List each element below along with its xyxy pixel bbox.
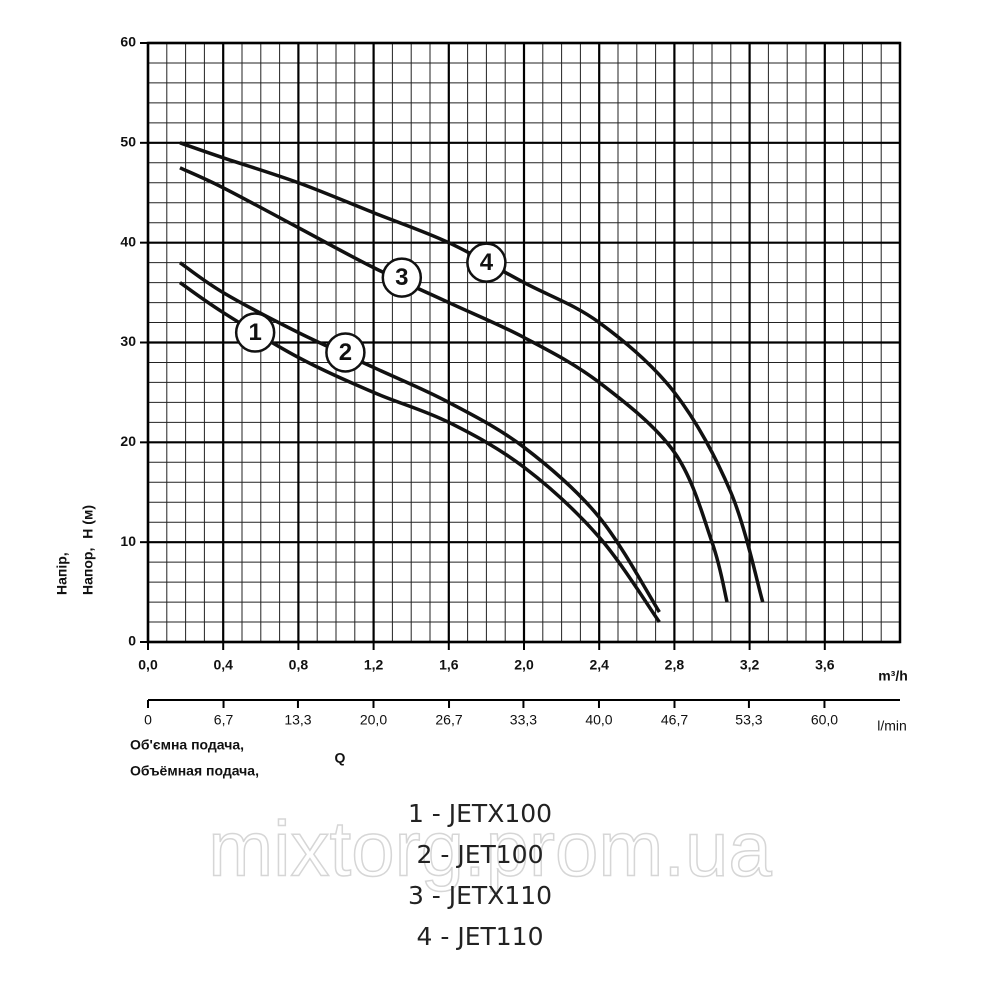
curve-label: 1 — [248, 319, 261, 346]
curve-label: 2 — [339, 339, 352, 366]
y-tick-label: 20 — [120, 433, 136, 449]
curve-label: 3 — [395, 264, 408, 291]
curve-label-circle — [381, 257, 423, 298]
watermark: mixtorg.prom.ua — [208, 805, 772, 893]
x-tick-label: 3,6 — [815, 657, 835, 673]
x-tick-label: 0,4 — [213, 657, 233, 673]
y-tick-label: 50 — [120, 134, 136, 150]
legend-entry: 3 - JETX110 — [408, 881, 552, 910]
y-tick-label: 30 — [120, 333, 136, 349]
y-title: Напір, — [54, 552, 70, 595]
x2-axis-label: l/min — [877, 718, 907, 734]
plot-frame — [146, 41, 902, 644]
pump-curve — [179, 141, 765, 603]
curve-label-circle — [234, 312, 276, 353]
y-tick-label: 10 — [120, 533, 136, 549]
x-tick-label: 2,4 — [589, 657, 609, 673]
x-tick-label: 1,6 — [439, 657, 459, 673]
x2-tick-label: 0 — [144, 712, 152, 728]
x2-tick-label: 40,0 — [585, 712, 612, 728]
x-tick-label: 2,0 — [514, 657, 534, 673]
x2-tick-label: 46,7 — [661, 712, 688, 728]
x-tick-label: 0,8 — [289, 657, 309, 673]
y-tick-label: 60 — [120, 34, 136, 50]
y-title: Напор, — [80, 548, 96, 595]
x-tick-label: 2,8 — [665, 657, 685, 673]
pump-curve — [179, 166, 729, 603]
x-tick-label: 1,2 — [364, 657, 384, 673]
x-title: Объёмная подача, — [130, 763, 259, 779]
x-title: Об'ємна подача, — [130, 737, 244, 753]
x-tick-label: 0,0 — [138, 657, 158, 673]
x2-tick-label: 53,3 — [735, 712, 762, 728]
y-tick-label: 0 — [128, 633, 136, 649]
pump-curve — [178, 261, 661, 613]
curve-label-circle — [466, 242, 507, 283]
legend-entry: 2 - JET100 — [417, 840, 544, 869]
x-tick-label: 3,2 — [740, 657, 760, 673]
curve-label: 4 — [480, 249, 494, 276]
x-axis-label: m³/h — [878, 668, 908, 684]
x2-tick-label: 26,7 — [435, 712, 462, 728]
y-tick-label: 40 — [120, 233, 136, 249]
x2-tick-label: 6,7 — [214, 712, 234, 728]
x2-tick-label: 20,0 — [360, 712, 387, 728]
x2-tick-label: 60,0 — [811, 712, 838, 728]
x2-tick-label: 13,3 — [284, 712, 311, 728]
x2-tick-label: 33,3 — [510, 712, 537, 728]
y-title-unit: H (м) — [80, 505, 96, 539]
curve-label-circle — [325, 332, 366, 373]
legend-entry: 4 - JET110 — [417, 922, 544, 951]
x-title-symbol: Q — [335, 750, 346, 766]
legend-entry: 1 - JETX100 — [408, 799, 552, 828]
